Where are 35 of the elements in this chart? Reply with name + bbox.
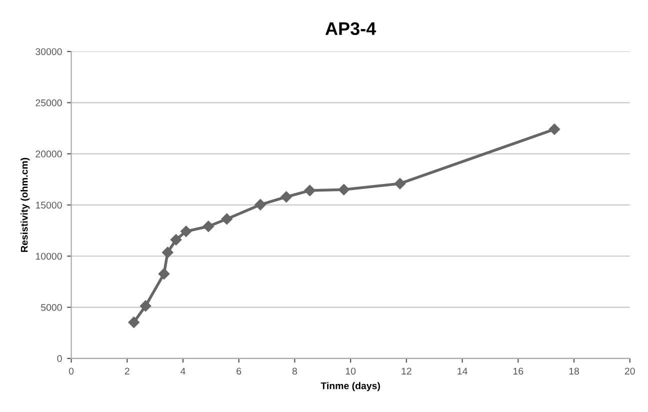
point <box>254 199 266 210</box>
point <box>221 213 232 225</box>
x-axis-title: Tinme (days) <box>320 382 380 392</box>
point <box>304 184 316 196</box>
point <box>394 178 406 190</box>
x-tick-label: 6 <box>236 368 242 375</box>
point <box>158 268 170 280</box>
point <box>128 316 140 328</box>
point <box>140 300 152 312</box>
x-tick-label: 12 <box>402 368 412 375</box>
y-tick-label: 30000 <box>36 48 62 56</box>
point <box>548 124 560 135</box>
y-axis-title: Resistivity (ohm.cm) <box>20 158 30 252</box>
point <box>338 184 350 196</box>
y-tick-label: 20000 <box>36 150 62 158</box>
x-tick-label: 10 <box>346 368 356 375</box>
x-tick-label: 2 <box>124 368 130 375</box>
x-tick-label: 16 <box>513 368 524 375</box>
x-tick-label: 8 <box>292 368 297 375</box>
point <box>162 246 174 258</box>
point <box>180 226 192 237</box>
y-tick-label: 5000 <box>41 304 62 311</box>
point <box>170 234 182 246</box>
y-tick-label: 15000 <box>36 202 62 209</box>
y-tick-label: 0 <box>57 355 62 362</box>
x-tick-label: 4 <box>180 368 186 375</box>
x-tick-label: 0 <box>68 368 74 375</box>
point <box>202 220 214 232</box>
chart-title: AP3-4 <box>325 22 376 36</box>
y-tick-label: 25000 <box>36 99 62 106</box>
y-tick-label: 10000 <box>36 252 62 260</box>
x-tick-label: 14 <box>458 368 468 375</box>
point <box>280 191 292 202</box>
x-tick-label: 20 <box>624 368 635 375</box>
x-tick-label: 18 <box>569 368 579 375</box>
